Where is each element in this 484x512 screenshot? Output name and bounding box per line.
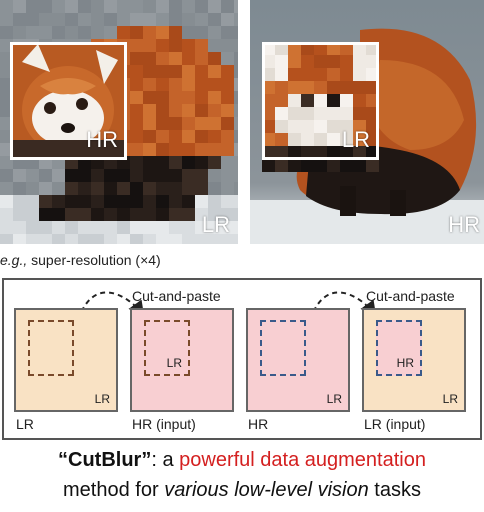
tile-hr-source-caption: HR (248, 416, 269, 432)
headline-highlight: powerful data augmentation (179, 449, 426, 471)
pasted-lr-label: LR (166, 356, 182, 370)
example-caption: e.g., super-resolution (×4) (0, 252, 240, 268)
tile-hr-input-caption: HR (input) (132, 416, 196, 432)
tile-lr-input-caption: LR (input) (364, 416, 426, 432)
subline-b: tasks (368, 479, 421, 501)
hr-patch-label: HR (86, 127, 118, 152)
photo-right-hr-with-lr-patch: LR HR (250, 0, 484, 244)
left-photo-lr-label: LR (201, 212, 230, 237)
caption-text: super-resolution (×4) (27, 252, 161, 268)
tile-lr-source: LR (14, 308, 118, 412)
subline-italic: various low-level vision (164, 479, 369, 501)
headline: “CutBlur”: a powerful data augmentation (0, 448, 484, 472)
cut-region-lr (28, 320, 74, 376)
cutblur-schematic-panel: Cut-and-paste Cut-and-paste LR LR LR HR … (2, 278, 482, 440)
subline: method for various low-level vision task… (0, 478, 484, 502)
cut-and-paste-label-left: Cut-and-paste (132, 288, 221, 304)
tile-lr-input: HR LR (362, 308, 466, 412)
caption-prefix: e.g., (0, 252, 28, 268)
red-panda-pixelated-image (0, 0, 238, 244)
cut-and-paste-label-right: Cut-and-paste (366, 288, 455, 304)
pasted-region-lr: LR (144, 320, 190, 376)
subline-a: method for (63, 479, 165, 501)
tile-lr-source-caption: LR (16, 416, 34, 432)
method-name: “CutBlur” (58, 449, 152, 471)
cut-paste-arrow-left (77, 291, 145, 321)
hr-patch-box: HR (10, 42, 127, 160)
tile-hr-source-label: LR (326, 392, 342, 406)
tile-hr-input: LR (130, 308, 234, 412)
pasted-hr-label: HR (396, 356, 414, 370)
cut-paste-arrows (77, 291, 377, 321)
lr-patch-label: LR (341, 127, 370, 152)
cut-paste-arrow-right (309, 291, 377, 321)
hr-face-patch (10, 42, 127, 160)
photo-left-lr-with-hr-patch: HR LR (0, 0, 238, 244)
tile-lr-source-label: LR (94, 392, 110, 406)
headline-colon: : a (151, 449, 180, 471)
lr-patch-box: LR (262, 42, 379, 160)
tile-hr-source: LR (246, 308, 350, 412)
red-panda-hr-image (250, 0, 484, 244)
cut-region-hr (260, 320, 306, 376)
tile-lr-input-label: LR (442, 392, 458, 406)
pasted-region-hr: HR (376, 320, 422, 376)
right-photo-hr-label: HR (448, 212, 480, 237)
